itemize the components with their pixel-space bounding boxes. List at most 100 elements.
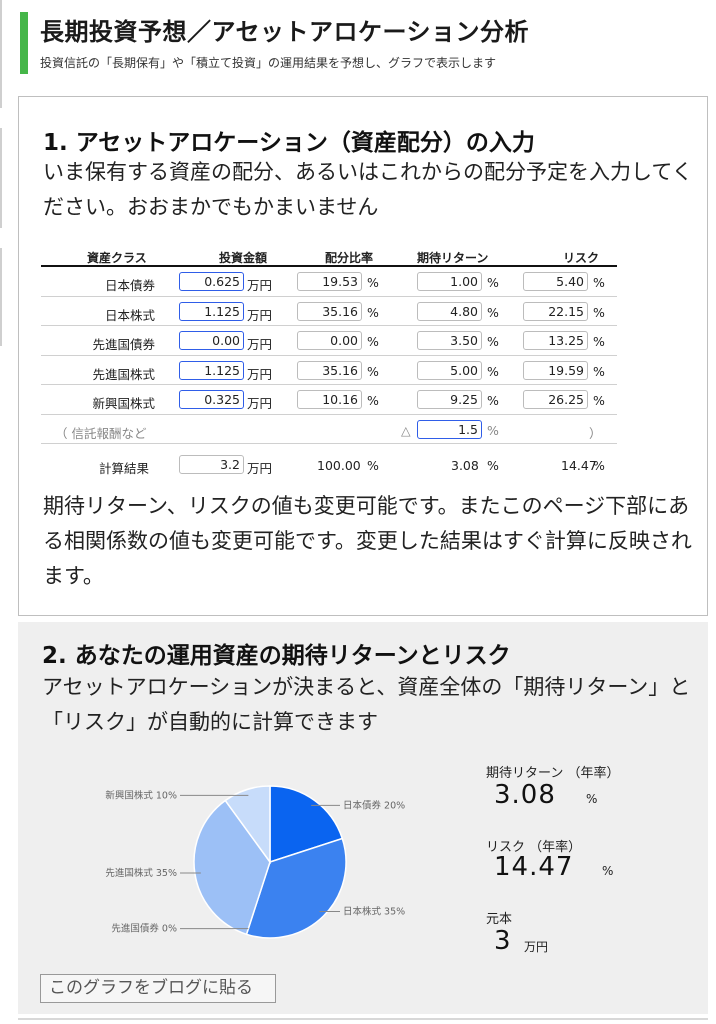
header-asset-class: 資産クラス: [87, 251, 147, 265]
amount-unit: 万円: [247, 337, 273, 352]
ratio-unit: %: [367, 363, 379, 379]
risk-input[interactable]: 22.15: [523, 301, 588, 321]
section1-description: いま保有する資産の配分、あるいはこれからの配分予定を入力してください。おおまかで…: [43, 160, 693, 219]
result-row: 計算結果 3.2 万円 100.00 % 3.08 % 14.47 %: [41, 450, 617, 480]
left-edge-rule: [0, 0, 2, 108]
allocation-pie-chart: 日本債券 20% 日本株式 35% 先進国債券 0% 先進国株式 35% 新興国株式 1…: [68, 764, 448, 960]
risk-input[interactable]: 5.40: [523, 272, 588, 291]
return-unit: %: [487, 334, 499, 349]
ratio-unit: %: [367, 393, 379, 408]
ratio-value: 35.16: [297, 360, 362, 380]
table-row: 新興国株式 0.325 万円 10.16% 9.25% 26.25%: [41, 385, 617, 415]
amount-unit: 万円: [247, 278, 273, 293]
result-return: 3.08: [451, 458, 479, 473]
amount-input[interactable]: 1.125: [179, 301, 244, 321]
table-header: 資産クラス 投資金額 配分比率 期待リターン リスク: [41, 249, 617, 267]
asset-class-name: 日本債券: [104, 278, 155, 293]
section1-title: 1. アセットアロケーション（資産配分）の入力: [43, 130, 535, 156]
return-unit: %: [487, 275, 499, 290]
ratio-value: 19.53: [297, 272, 362, 291]
risk-unit: %: [593, 363, 605, 379]
ratio-unit: %: [367, 275, 379, 290]
pie-label: 日本債券 20%: [343, 799, 405, 811]
section2-title: 2. あなたの運用資産の期待リターンとリスク: [42, 643, 511, 669]
risk-unit: %: [593, 275, 605, 290]
page-header: 長期投資予想／アセットアロケーション分析 投資信託の「長期保有」や「積立て投資」…: [0, 0, 716, 80]
ratio-unit: %: [367, 334, 379, 349]
return-unit: %: [487, 363, 499, 379]
page-subtitle: 投資信託の「長期保有」や「積立て投資」の運用結果を予想し、グラフで表示します: [40, 56, 497, 70]
return-value: 3.08: [494, 780, 556, 810]
amount-input[interactable]: 0.625: [179, 272, 244, 291]
amount-input[interactable]: 1.125: [179, 360, 244, 380]
fee-close: ）: [589, 425, 602, 441]
pie-slice: [224, 785, 271, 865]
risk-input[interactable]: 13.25: [523, 331, 588, 350]
embed-graph-button[interactable]: このグラフをブログに貼る: [40, 974, 276, 1003]
return-unit: %: [487, 393, 499, 408]
left-edge-rule: [0, 128, 2, 228]
allocation-input-section: 1. アセットアロケーション（資産配分）の入力 いま保有する資産の配分、あるいは…: [18, 96, 708, 616]
table-row: 日本株式 1.125 万円 35.16% 4.80% 22.15%: [41, 297, 617, 326]
header-risk: リスク: [563, 251, 600, 265]
result-label: 計算結果: [99, 461, 150, 476]
return-input[interactable]: 9.25: [417, 390, 482, 409]
result-return-unit: %: [487, 458, 499, 473]
result-amount-unit: 万円: [247, 461, 273, 476]
result-ratio: 100.00: [317, 458, 361, 473]
risk-input[interactable]: 19.59: [523, 360, 588, 380]
table-row: 先進国債券 0.00 万円 0.00% 3.50% 13.25%: [41, 326, 617, 356]
left-edge-rule: [0, 248, 2, 346]
risk-unit: %: [593, 393, 605, 408]
bottom-divider: [18, 1018, 708, 1020]
triangle-icon: △: [401, 422, 411, 438]
pie-label: 先進国債券 0%: [111, 923, 177, 935]
fee-input[interactable]: 1.5: [417, 419, 482, 439]
ratio-value: 10.16: [297, 390, 362, 409]
table-row: 日本債券 0.625 万円 19.53% 1.00% 5.40%: [41, 267, 617, 297]
return-risk-section: 2. あなたの運用資産の期待リターンとリスク アセットアロケーションが決まると、…: [18, 622, 708, 1014]
pie-label: 新興国株式 10%: [105, 789, 177, 801]
pie-slice: [245, 837, 347, 939]
pie-slice: [269, 785, 344, 864]
page-title: 長期投資予想／アセットアロケーション分析: [40, 18, 530, 46]
amount-input[interactable]: 0.325: [179, 390, 244, 409]
header-accent-bar: [20, 12, 28, 74]
pie-slice: [193, 799, 271, 936]
result-amount: 3.2: [179, 455, 244, 474]
asset-class-name: 日本株式: [104, 307, 155, 323]
asset-class-name: 先進国株式: [92, 366, 155, 382]
risk-label: リスク （年率）: [486, 840, 582, 855]
return-label: 期待リターン （年率）: [486, 766, 620, 781]
asset-class-name: 先進国債券: [92, 337, 155, 352]
amount-input[interactable]: 0.00: [179, 331, 244, 350]
result-risk: 14.47: [561, 458, 597, 473]
header-return: 期待リターン: [417, 251, 489, 265]
return-input[interactable]: 1.00: [417, 272, 482, 291]
principal-unit: 万円: [524, 940, 549, 954]
section1-note: 期待リターン、リスクの値も変更可能です。またこのページ下部にある相関係数の値も変…: [43, 494, 692, 588]
fee-label: （ 信託報酬など: [55, 425, 147, 441]
risk-value: 14.47: [494, 852, 574, 882]
principal-value: 3: [494, 926, 512, 956]
allocation-table: 資産クラス 投資金額 配分比率 期待リターン リスク 日本債券 0.625 万円 19…: [41, 249, 617, 480]
pie-chart-svg: 日本債券 20% 日本株式 35% 先進国債券 0% 先進国株式 35% 新興国株式 1…: [105, 785, 405, 939]
fee-row: （ 信託報酬など △ 1.5 % ）: [41, 415, 617, 444]
ratio-value: 35.16: [297, 301, 362, 321]
amount-unit: 万円: [247, 307, 273, 323]
fee-unit: %: [487, 422, 499, 438]
return-input[interactable]: 4.80: [417, 301, 482, 321]
risk-unit: %: [593, 304, 605, 320]
pie-label: 日本株式 35%: [343, 905, 405, 917]
amount-unit: 万円: [247, 366, 273, 382]
section2-description: アセットアロケーションが決まると、資産全体の「期待リターン」と「リスク」が自動的…: [42, 675, 691, 734]
return-unit: %: [586, 792, 598, 806]
amount-unit: 万円: [247, 396, 273, 411]
risk-unit: %: [602, 864, 614, 878]
result-risk-unit: %: [593, 458, 605, 473]
return-unit: %: [487, 304, 499, 320]
header-amount: 投資金額: [219, 251, 268, 265]
risk-input[interactable]: 26.25: [523, 390, 588, 409]
return-input[interactable]: 3.50: [417, 331, 482, 350]
return-input[interactable]: 5.00: [417, 360, 482, 380]
